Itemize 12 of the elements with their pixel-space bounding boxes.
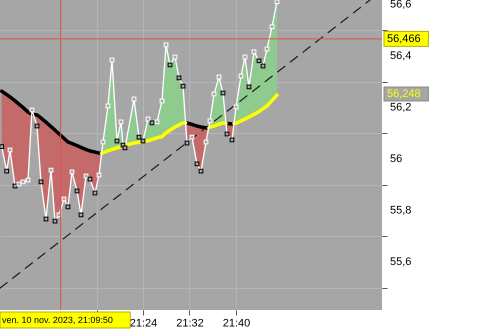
y-tick-label: 55,6 bbox=[390, 256, 412, 268]
x-tick-label: 21:32 bbox=[176, 318, 204, 329]
ref-line-label: 56,466 bbox=[387, 32, 421, 45]
x-tick-label: 21:40 bbox=[222, 318, 250, 329]
y-tick-label: 56 bbox=[390, 152, 402, 165]
ref-line-label: ven. 10 nov. 2023, 21:09:50 bbox=[2, 315, 113, 325]
text: 56,248 bbox=[387, 88, 421, 100]
y-tick-label: 56,4 bbox=[390, 50, 412, 62]
y-tick-label: 56,6 bbox=[390, 0, 412, 10]
y-tick-label: 55,8 bbox=[390, 204, 412, 217]
y-tick-label: 56,2 bbox=[390, 101, 412, 114]
x-tick-label: 21:24 bbox=[130, 318, 158, 329]
